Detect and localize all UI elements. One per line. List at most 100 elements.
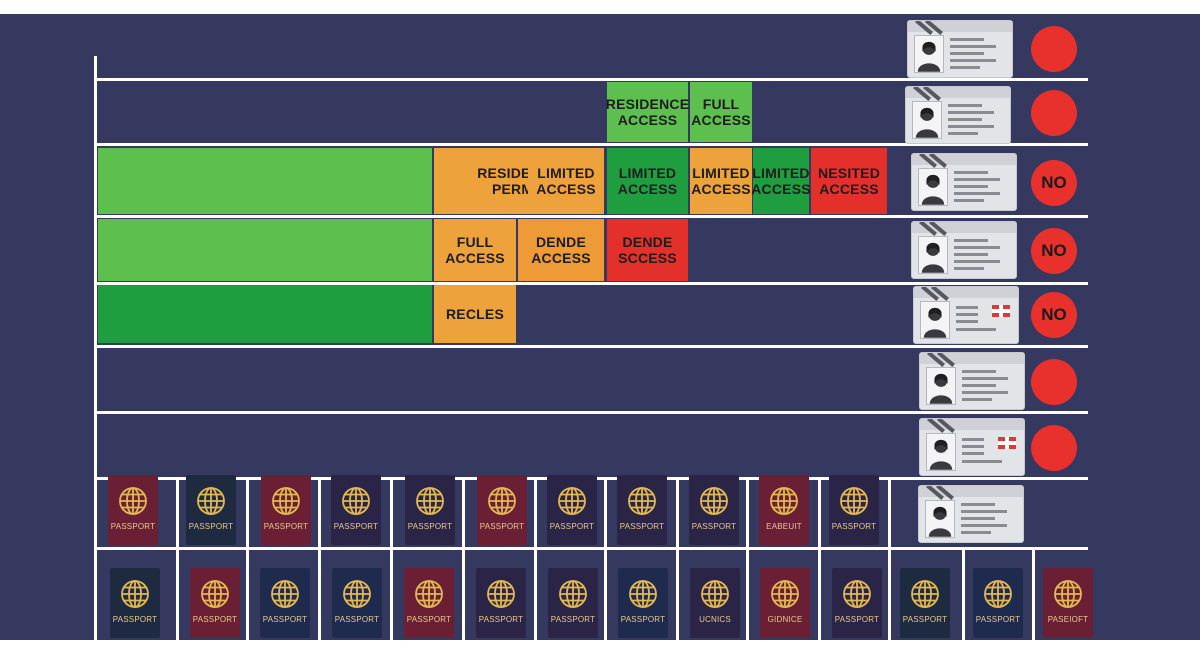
id-text-line — [962, 391, 1008, 394]
person-icon — [929, 373, 953, 404]
grid-line-vertical — [604, 548, 607, 640]
id-text-line — [950, 38, 984, 41]
id-text-line — [956, 320, 978, 323]
id-text-line — [954, 178, 1000, 181]
id-text-line — [948, 111, 994, 114]
id-card-stripe — [912, 222, 1016, 233]
grid-line-horizontal — [96, 143, 1088, 146]
status-badge: NO — [1031, 160, 1077, 206]
id-text-line — [962, 460, 1002, 463]
id-text-line — [962, 438, 984, 441]
globe-icon — [272, 487, 300, 515]
grid-line-vertical — [888, 548, 891, 640]
passport-label: PASSPORT — [262, 615, 308, 624]
id-text-line — [948, 104, 982, 107]
access-cell: FULL ACCESS — [690, 82, 752, 142]
globe-icon — [700, 487, 728, 515]
passport-icon: PASSPORT — [331, 475, 381, 545]
id-card-stripe — [906, 87, 1010, 98]
id-photo — [920, 301, 950, 339]
passport-icon: PASSPORT — [260, 568, 310, 638]
globe-icon — [487, 580, 515, 608]
id-photo — [918, 168, 948, 206]
passport-icon: PASSPORT — [900, 568, 950, 638]
status-badge — [1031, 359, 1077, 405]
globe-icon — [770, 487, 798, 515]
passport-icon: PASSPORT — [476, 568, 526, 638]
passport-icon: PASEIOFT — [1043, 568, 1093, 638]
grid-line-vertical — [676, 478, 679, 548]
id-card — [919, 418, 1025, 476]
id-text-line — [954, 171, 988, 174]
passport-icon: PASSPORT — [405, 475, 455, 545]
grid-line-vertical — [1032, 548, 1035, 640]
id-text-line — [954, 192, 1000, 195]
passport-icon: PASSPORT — [404, 568, 454, 638]
access-cell: FULL ACCESS — [434, 219, 516, 281]
passport-icon: PASSPORT — [973, 568, 1023, 638]
access-cell — [98, 148, 432, 214]
passport-label: GIDNICE — [767, 615, 803, 624]
passport-icon: PASSPORT — [689, 475, 739, 545]
globe-icon — [1054, 580, 1082, 608]
grid-line-vertical — [246, 548, 249, 640]
id-text-line — [954, 239, 988, 242]
passport-label: PASSPORT — [619, 522, 665, 531]
id-photo — [918, 236, 948, 274]
access-cell: RESIDENCE ACCESS — [606, 82, 689, 142]
id-text-line — [962, 445, 984, 448]
id-card-stripe — [919, 486, 1023, 497]
status-badge — [1031, 425, 1077, 471]
id-text-line — [961, 531, 991, 534]
id-text-line — [948, 118, 982, 121]
grid-line-vertical — [462, 478, 465, 548]
grid-line-horizontal — [96, 547, 1088, 550]
grid-line-vertical — [746, 478, 749, 548]
grid-line-vertical — [462, 548, 465, 640]
flag-icon — [998, 437, 1016, 449]
grid-line-vertical — [962, 548, 965, 640]
access-cell: LIMITED ACCESS — [751, 148, 811, 214]
passport-label: UCNICS — [699, 615, 731, 624]
globe-icon — [271, 580, 299, 608]
passport-label: PASSPORT — [192, 615, 238, 624]
status-badge: NO — [1031, 292, 1077, 338]
globe-icon — [416, 487, 444, 515]
passport-label: PASSPORT — [334, 615, 380, 624]
passport-icon: PASSPORT — [110, 568, 160, 638]
passport-label: PASSPORT — [620, 615, 666, 624]
passport-label: PASSPORT — [691, 522, 737, 531]
status-badge — [1031, 90, 1077, 136]
grid-line-horizontal — [96, 411, 1088, 414]
grid-line-vertical — [604, 478, 607, 548]
flag-icon — [992, 305, 1010, 317]
globe-icon — [488, 487, 516, 515]
id-text-line — [954, 185, 988, 188]
passport-label: PASSPORT — [834, 615, 880, 624]
id-card-stripe — [920, 353, 1024, 364]
grid-line-vertical — [676, 548, 679, 640]
id-photo — [925, 500, 955, 538]
id-card — [911, 221, 1017, 279]
passport-label: PASSPORT — [333, 522, 379, 531]
person-icon — [921, 242, 945, 273]
grid-line-vertical — [390, 548, 393, 640]
globe-icon — [119, 487, 147, 515]
grid-line-vertical — [94, 56, 97, 640]
passport-label: PASEIOFT — [1047, 615, 1089, 624]
id-text-line — [962, 452, 984, 455]
status-badge — [1031, 26, 1077, 72]
access-cell — [98, 285, 432, 343]
id-photo — [926, 433, 956, 471]
globe-icon — [342, 487, 370, 515]
id-text-line — [961, 524, 1007, 527]
grid-line-vertical — [176, 478, 179, 548]
globe-icon — [121, 580, 149, 608]
access-cell: NESITED ACCESS — [811, 148, 887, 214]
passport-label: PASSPORT — [549, 522, 595, 531]
id-text-line — [950, 59, 996, 62]
access-cell — [98, 219, 432, 281]
id-text-line — [956, 313, 978, 316]
id-text-line — [962, 377, 1008, 380]
passport-icon: UCNICS — [690, 568, 740, 638]
